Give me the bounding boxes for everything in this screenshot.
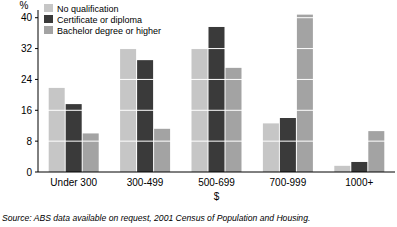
x-axis <box>38 172 395 173</box>
bar <box>137 60 153 172</box>
legend-label: Bachelor degree or higher <box>57 26 161 36</box>
source-note: Source: ABS data available on request, 2… <box>2 213 310 223</box>
bar <box>368 131 384 172</box>
legend-label: No qualification <box>57 4 119 14</box>
grid-line <box>38 110 395 111</box>
legend-label: Certificate or diploma <box>57 15 142 25</box>
tick-label: 16 <box>21 105 33 116</box>
category-label: 500-699 <box>198 177 235 188</box>
bar <box>351 162 367 172</box>
x-axis-label: $ <box>214 191 220 202</box>
bar <box>226 68 242 172</box>
chart: 0 8 16 24 32 40 Under 300 300-499 500-699 700-999… <box>0 0 397 227</box>
y-axis <box>38 10 39 172</box>
bar <box>66 104 82 172</box>
tick-label: 40 <box>21 12 33 23</box>
grid-line <box>38 79 395 80</box>
category-label: Under 300 <box>50 177 97 188</box>
legend: No qualificationCertificate or diplomaBa… <box>44 4 161 36</box>
category-label: 300-499 <box>127 177 164 188</box>
bar <box>297 15 313 172</box>
tick-label: 8 <box>26 136 32 147</box>
bar <box>280 118 296 172</box>
bar <box>263 123 279 172</box>
grid-line <box>38 141 395 142</box>
tick-label: 0 <box>26 167 32 178</box>
legend-swatch <box>44 26 53 34</box>
legend-swatch <box>44 15 53 23</box>
tick-label: 24 <box>21 74 33 85</box>
legend-swatch <box>44 4 53 12</box>
bar <box>154 129 170 172</box>
bar <box>83 133 99 172</box>
grid-line <box>38 48 395 49</box>
bars <box>49 15 385 172</box>
tick-label: 32 <box>21 43 33 54</box>
category-label: 1000+ <box>345 177 373 188</box>
category-label: 700-999 <box>270 177 307 188</box>
bar <box>49 88 65 172</box>
y-axis-label: % <box>20 0 29 11</box>
bar <box>334 166 350 172</box>
